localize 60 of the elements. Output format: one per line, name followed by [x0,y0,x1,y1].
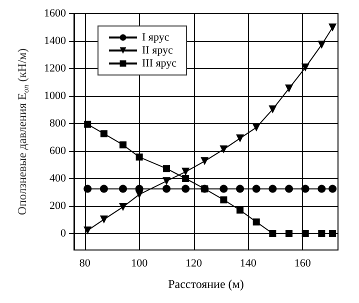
point [100,184,108,193]
y-tick-label: 0 [60,228,66,240]
point [220,184,228,193]
y-tick-label: 200 [50,200,66,212]
point [84,120,92,128]
x-tick-label: 160 [294,258,312,270]
point [200,157,209,166]
point [301,64,310,72]
point [329,230,336,237]
point [84,184,92,193]
y-tick-label: 1000 [44,90,66,102]
point [301,184,310,193]
point [220,196,228,204]
y-tick-label: 400 [50,172,66,184]
point [269,230,276,237]
x-axis-title: Расстояние (м) [168,277,244,291]
point [318,184,326,193]
x-tick-label: 120 [186,258,203,270]
point [268,184,277,193]
x-tick-label: 80 [79,258,91,270]
point [118,202,127,211]
legend-label: II ярус [142,44,173,56]
point [182,184,190,193]
point [136,154,143,161]
point [252,218,260,226]
point [318,40,326,49]
point [252,184,260,193]
y-tick-label: 1600 [44,8,66,20]
point [162,177,171,186]
point [182,168,190,176]
point [268,105,277,114]
point [285,184,294,193]
point [236,206,244,214]
y-tick-label: 1400 [44,35,66,47]
point [163,165,170,172]
legend-label: I ярус [142,32,170,44]
point [100,215,108,224]
legend-label: III ярус [142,58,177,70]
y-axis-title: Оползневые давления Eоп (кН/м) [15,48,30,216]
point [286,230,293,237]
point [252,123,260,132]
point [119,141,126,148]
point [182,175,190,182]
y-tick-label: 600 [50,145,66,157]
point [84,226,92,234]
y-tick-label: 1200 [44,62,66,74]
x-tick-label: 100 [131,258,148,270]
point [220,145,228,154]
y-tick-label: 800 [50,118,66,130]
point [100,130,108,138]
point [302,230,309,237]
point [119,184,127,193]
point [162,184,171,193]
point [236,134,244,142]
point [318,230,326,237]
point [328,184,337,193]
point [285,84,294,92]
point [328,24,337,32]
point [236,184,244,193]
x-tick-label: 140 [240,258,257,270]
